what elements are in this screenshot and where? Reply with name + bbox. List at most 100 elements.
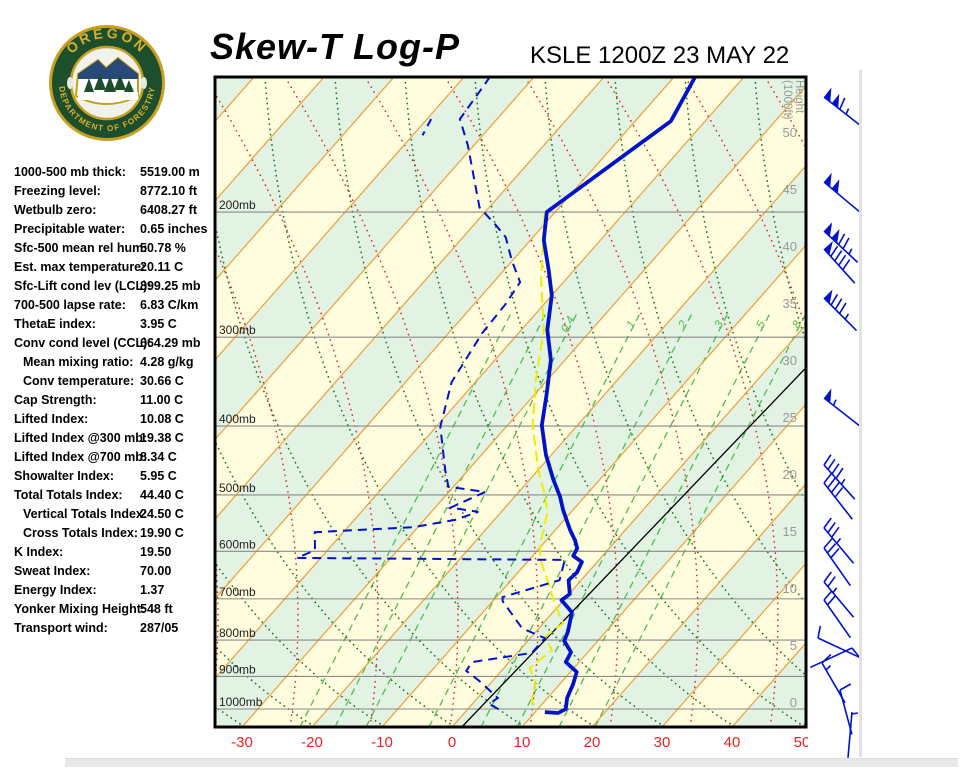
index-label: Sfc-500 mean rel hum: <box>14 241 148 255</box>
station-datetime-title: KSLE 1200Z 23 MAY 22 <box>530 42 790 69</box>
index-value: 20.11 C <box>140 260 184 274</box>
index-value: 3.95 C <box>140 317 177 331</box>
index-label: Freezing level: <box>14 184 101 198</box>
index-value: 70.00 <box>140 564 172 578</box>
wind-barb <box>823 222 859 263</box>
height-tick-label: 45 <box>783 182 797 197</box>
index-label: Showalter Index: <box>14 469 115 483</box>
index-label: Yonker Mixing Height: <box>14 602 146 616</box>
index-value: 30.66 C <box>140 374 184 388</box>
index-label: Lifted Index: <box>14 412 89 426</box>
horizontal-scrollbar[interactable] <box>65 758 958 767</box>
plot-area <box>215 77 806 727</box>
index-row: Cap Strength: 11.00 C <box>14 391 214 410</box>
index-value: 19.38 C <box>140 431 184 445</box>
index-row: Sfc-500 mean rel hum: 50.78 % <box>14 239 214 258</box>
plot-border <box>213 75 808 729</box>
index-value: 19.90 C <box>140 526 184 540</box>
height-tick-label: 40 <box>783 239 797 254</box>
mixing-ratio-label: 3 <box>713 318 727 330</box>
mixing-ratio-label: 8 <box>791 318 805 330</box>
dewpoint-trace <box>296 77 567 711</box>
index-label: 700-500 lapse rate: <box>14 298 126 312</box>
dewpoint-trace-fragment <box>421 118 433 136</box>
index-value: 899.25 mb <box>140 279 201 293</box>
index-label: Total Totals Index: <box>14 488 123 502</box>
wind-barb <box>823 454 856 500</box>
index-label: Conv temperature: <box>23 374 135 388</box>
index-label: Est. max temperature: <box>14 260 146 274</box>
wind-barb-column <box>809 87 861 758</box>
index-label: Lifted Index @300 mb: <box>14 431 148 445</box>
index-row: Sfc-Lift cond lev (LCL): 899.25 mb <box>14 277 214 296</box>
index-label: Energy Index: <box>14 583 97 597</box>
index-value: 0.65 inches <box>140 222 208 236</box>
index-label: Precipitable water: <box>14 222 126 236</box>
sounding-indices-panel: 1000-500 mb thick: 5519.00 m Freezing leve… <box>14 163 214 638</box>
height-tick-label: 35 <box>783 296 797 311</box>
index-row: Transport wind: 287/05 <box>14 619 214 638</box>
index-label: Wetbulb zero: <box>14 203 97 217</box>
index-value: 44.40 C <box>140 488 184 502</box>
wind-barb <box>823 517 855 564</box>
pressure-label: 600mb <box>219 537 256 551</box>
index-row: Lifted Index @700 mb: 8.34 C <box>14 448 214 467</box>
temp-tick-label: -10 <box>371 734 393 751</box>
index-value: 287/05 <box>140 621 179 635</box>
pressure-label: 200mb <box>219 198 256 212</box>
index-label: Sfc-Lift cond lev (LCL): <box>14 279 152 293</box>
index-value: 10.08 C <box>140 412 184 426</box>
index-value: 24.50 C <box>140 507 184 521</box>
index-value: 5.95 C <box>140 469 177 483</box>
pressure-label: 300mb <box>219 323 256 337</box>
pressure-label: 400mb <box>219 412 256 426</box>
wind-barb <box>823 538 852 587</box>
wind-barb <box>823 590 852 639</box>
wind-barb <box>823 87 861 126</box>
temp-tick-label: 20 <box>584 734 601 751</box>
index-row: ThetaE index: 3.95 C <box>14 315 214 334</box>
height-axis-title-units: (1000ft) <box>781 80 793 120</box>
logo-scene <box>74 56 139 106</box>
wind-barb <box>823 571 855 618</box>
pressure-label: 500mb <box>219 481 256 495</box>
height-tick-label: 0 <box>790 695 797 710</box>
page-title: Skew-T Log-P <box>210 26 461 67</box>
temp-tick-label: 30 <box>654 734 671 751</box>
temperature-trace <box>539 77 697 715</box>
index-row: Conv temperature: 30.66 C <box>14 372 214 391</box>
parcel-line <box>461 367 806 727</box>
index-row: Showalter Index: 5.95 C <box>14 467 214 486</box>
index-label: Transport wind: <box>14 621 108 635</box>
wind-barb <box>823 388 861 427</box>
temp-tick-label: -30 <box>231 734 253 751</box>
wind-barb <box>809 647 861 669</box>
index-row: 1000-500 mb thick: 5519.00 m <box>14 163 214 182</box>
wind-barb <box>847 711 859 758</box>
index-label: Vertical Totals Index: <box>23 507 148 521</box>
index-label: Lifted Index @700 mb: <box>14 450 148 464</box>
logo-right-ornament <box>141 77 147 89</box>
wetbulb-trace <box>528 211 565 712</box>
index-row: Wetbulb zero: 6408.27 ft <box>14 201 214 220</box>
height-tick-label: 15 <box>783 524 797 539</box>
index-row: Total Totals Index: 44.40 C <box>14 486 214 505</box>
index-label: Cap Strength: <box>14 393 97 407</box>
temp-axis-labels: -30 -20 -10 0 10 20 30 40 50 <box>231 734 808 751</box>
pressure-label: 800mb <box>219 626 256 640</box>
temp-tick-label: -20 <box>301 734 323 751</box>
vertical-scrollbar[interactable] <box>859 70 862 757</box>
mixing-ratio-lines <box>299 311 806 727</box>
isotherm-lines <box>215 77 806 727</box>
height-axis-title: Height <box>793 80 805 114</box>
wind-barb <box>823 172 860 213</box>
index-row: Freezing level: 8772.10 ft <box>14 182 214 201</box>
index-row: Cross Totals Index: 19.90 C <box>14 524 214 543</box>
index-value: 6408.27 ft <box>140 203 197 217</box>
index-row: K Index: 19.50 <box>14 543 214 562</box>
wind-barb <box>817 625 861 659</box>
index-value: 1.37 <box>140 583 165 597</box>
temp-tick-label: 10 <box>514 734 531 751</box>
index-row: Est. max temperature: 20.11 C <box>14 258 214 277</box>
